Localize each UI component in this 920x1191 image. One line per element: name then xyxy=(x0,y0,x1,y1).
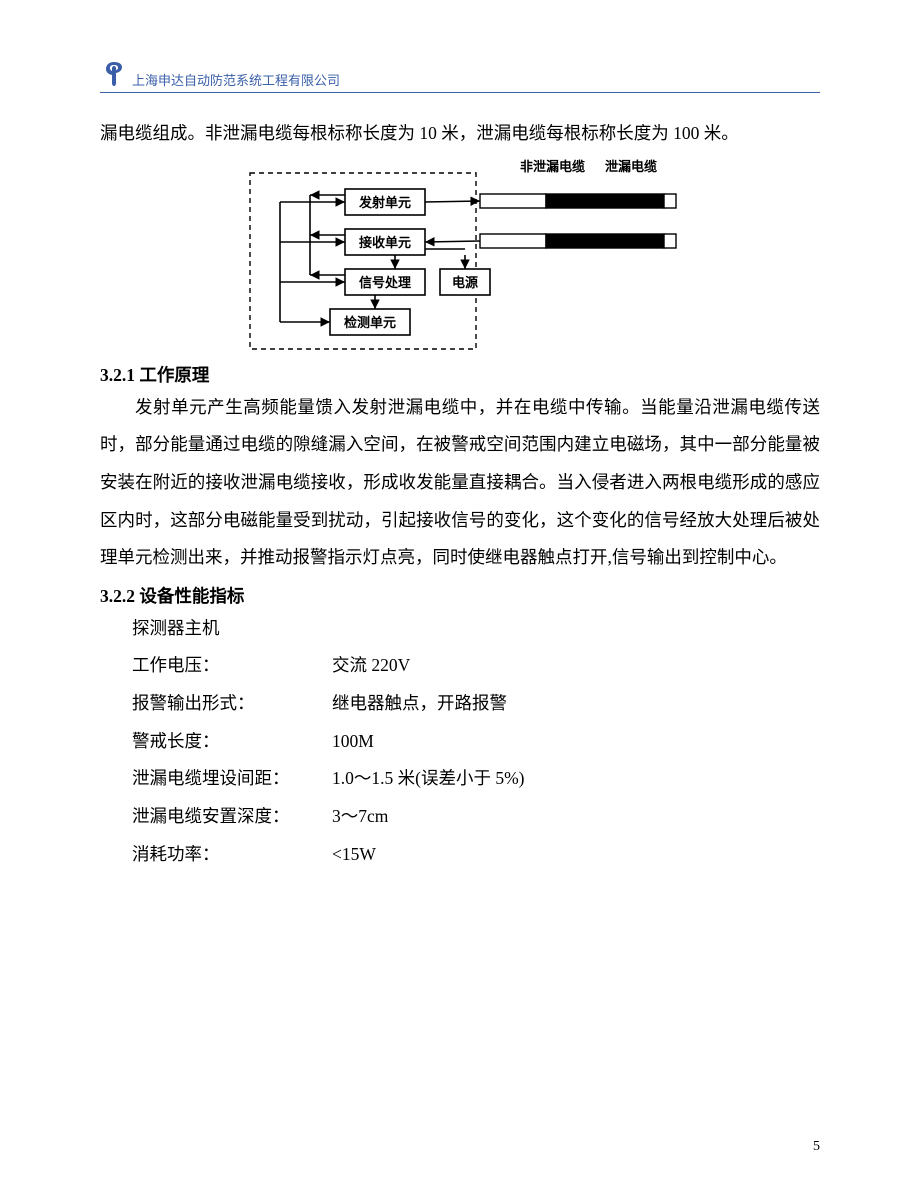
spec-value: 1.0～1.5 米(误差小于 5%) xyxy=(332,760,820,798)
svg-text:电源: 电源 xyxy=(452,275,478,290)
intro-paragraph: 漏电缆组成。非泄漏电缆每根标称长度为 10 米，泄漏电缆每根标称长度为 100 … xyxy=(100,115,820,153)
spec-row: 消耗功率：<15W xyxy=(132,836,820,874)
page-number: 5 xyxy=(813,1139,820,1155)
svg-text:检测单元: 检测单元 xyxy=(344,315,396,330)
spec-subtitle: 探测器主机 xyxy=(132,610,332,648)
spec-label: 泄漏电缆安置深度： xyxy=(132,798,332,836)
spec-label: 泄漏电缆埋设间距： xyxy=(132,760,332,798)
svg-text:发射单元: 发射单元 xyxy=(358,195,411,210)
spec-value: 3～7cm xyxy=(332,798,820,836)
spec-row: 泄漏电缆安置深度：3～7cm xyxy=(132,798,820,836)
spec-label: 消耗功率： xyxy=(132,836,332,874)
spec-row: 工作电压：交流 220V xyxy=(132,647,820,685)
company-logo-icon xyxy=(100,60,128,90)
spec-row: 警戒长度：100M xyxy=(132,723,820,761)
spec-row: 泄漏电缆埋设间距：1.0～1.5 米(误差小于 5%) xyxy=(132,760,820,798)
document-page: 上海申达自动防范系统工程有限公司 漏电缆组成。非泄漏电缆每根标称长度为 10 米… xyxy=(0,0,920,1191)
spec-label: 报警输出形式： xyxy=(132,685,332,723)
block-diagram: 非泄漏电缆 泄漏电缆发射单元接收单元信号处理 电源检测单元 xyxy=(100,159,820,354)
spec-row: 报警输出形式：继电器触点，开路报警 xyxy=(132,685,820,723)
spec-block: 探测器主机 工作电压：交流 220V报警输出形式：继电器触点，开路报警警戒长度：… xyxy=(132,610,820,873)
body-321: 发射单元产生高频能量馈入发射泄漏电缆中，并在电缆中传输。当能量沿泄漏电缆传送时，… xyxy=(100,389,820,577)
spec-label: 工作电压： xyxy=(132,647,332,685)
heading-322: 3.2.2 设备性能指标 xyxy=(100,583,820,608)
svg-text:信号处理: 信号处理 xyxy=(359,275,411,290)
page-header: 上海申达自动防范系统工程有限公司 xyxy=(100,60,820,93)
svg-text:泄漏电缆: 泄漏电缆 xyxy=(605,159,657,174)
spec-value: 继电器触点，开路报警 xyxy=(332,685,820,723)
heading-321: 3.2.1 工作原理 xyxy=(100,362,820,387)
spec-value: <15W xyxy=(332,836,820,874)
spec-label: 警戒长度： xyxy=(132,723,332,761)
spec-value: 100M xyxy=(332,723,820,761)
svg-text:非泄漏电缆: 非泄漏电缆 xyxy=(520,159,585,174)
svg-text:接收单元: 接收单元 xyxy=(359,235,411,250)
company-name: 上海申达自动防范系统工程有限公司 xyxy=(132,70,340,90)
spec-value: 交流 220V xyxy=(332,647,820,685)
